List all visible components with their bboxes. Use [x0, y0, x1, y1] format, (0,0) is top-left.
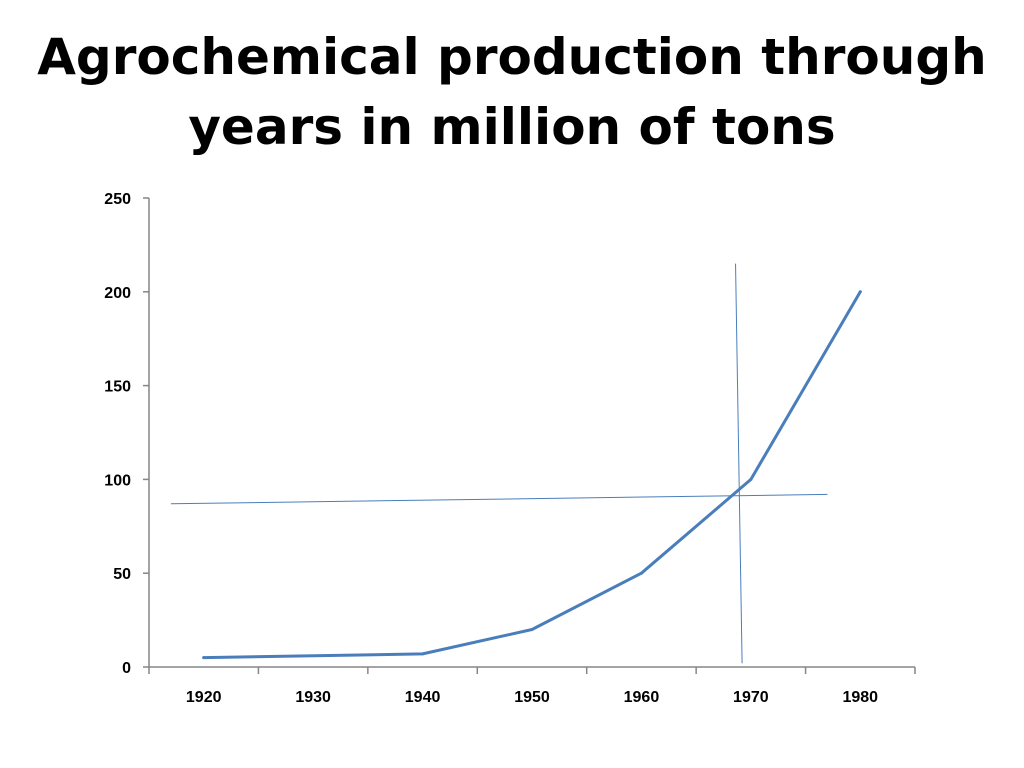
x-tick-label: 1930: [295, 689, 331, 706]
x-tick-label: 1970: [733, 689, 769, 706]
data-point: [858, 290, 862, 294]
data-point: [749, 477, 753, 481]
slide-title-line-1: Agrochemical production through: [37, 28, 987, 86]
series-line: [202, 290, 862, 660]
series-lines: [202, 290, 862, 660]
data-point: [421, 652, 425, 656]
x-axis: 1920 1930 1940 1950 1960 1970 1980: [148, 666, 916, 706]
x-tick-label: 1980: [842, 689, 878, 706]
x-tick-label: 1940: [405, 689, 441, 706]
y-tick-label: 150: [104, 379, 131, 396]
x-tick-label: 1960: [624, 689, 660, 706]
y-tick-label: 200: [104, 285, 131, 302]
data-point: [639, 571, 643, 575]
slide-title-line-2: years in million of tons: [188, 98, 836, 156]
horizontal-reference-line: [170, 493, 828, 505]
y-axis: 0 50 100 150 200 250: [104, 191, 150, 677]
vertical-reference-line: [735, 263, 743, 664]
slide-title: Agrochemical production through years in…: [0, 22, 1024, 162]
y-tick-label: 100: [104, 472, 131, 489]
data-point: [202, 656, 206, 660]
data-point: [530, 627, 534, 631]
y-tick-label: 50: [113, 566, 131, 583]
reference-lines: [170, 263, 828, 664]
y-tick-label: 250: [104, 191, 131, 208]
y-tick-label: 0: [122, 660, 131, 677]
x-tick-label: 1920: [186, 689, 222, 706]
x-tick-label: 1950: [514, 689, 550, 706]
